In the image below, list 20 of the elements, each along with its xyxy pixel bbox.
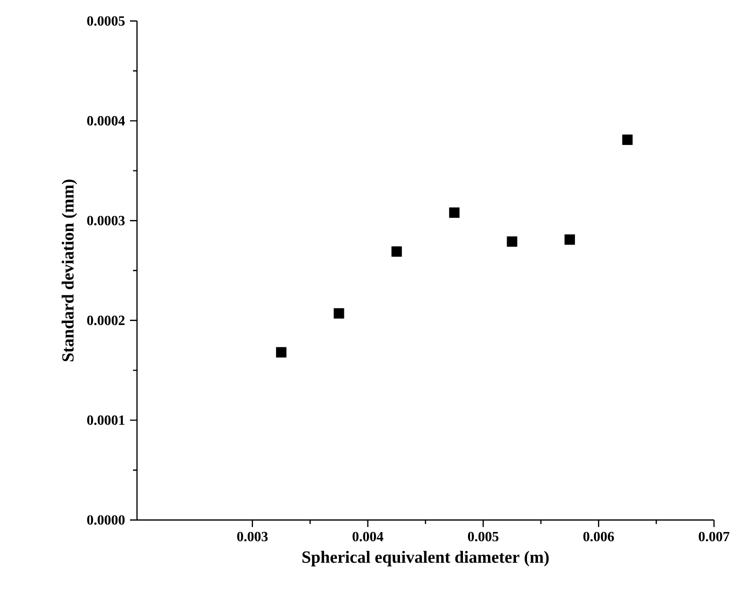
point	[564, 234, 575, 245]
x-tick-label: 0.007	[698, 532, 730, 542]
x-axis-title: Spherical equivalent diameter (m)	[302, 550, 549, 566]
y-tick-label: 0.0004	[87, 116, 125, 126]
point	[391, 246, 402, 257]
x-tick-label: 0.004	[352, 532, 384, 542]
y-axis-title: Standard deviation (mm)	[62, 180, 78, 362]
text: 0.0000	[87, 515, 125, 525]
point	[334, 308, 344, 319]
y-tick-label: 0.0003	[87, 216, 125, 226]
point	[506, 236, 518, 247]
x-tick-label: 0.003	[237, 532, 268, 542]
x-tick-label: 0.006	[583, 532, 614, 542]
point	[449, 207, 460, 218]
y-tick-label: 0.0005	[87, 16, 125, 26]
point	[276, 347, 286, 358]
y-tick-label: 0.0001	[87, 415, 124, 425]
y-tick-label: 0.0002	[87, 316, 125, 326]
x-tick-label: 0.005	[468, 532, 498, 542]
point	[622, 134, 633, 145]
